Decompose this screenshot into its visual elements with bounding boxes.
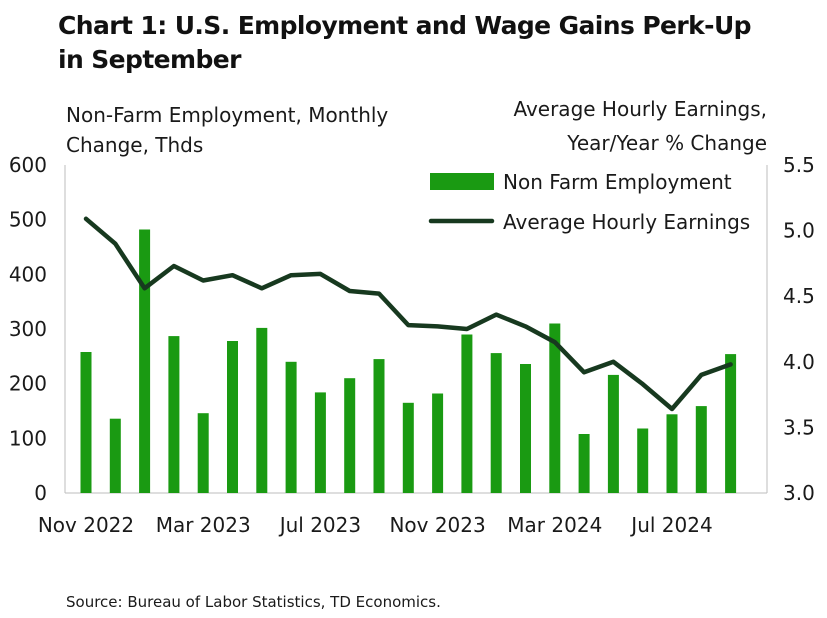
legend: Non Farm Employment Average Hourly Earni… bbox=[428, 170, 750, 234]
bar-oct-2023 bbox=[402, 402, 414, 493]
bar-feb-2024 bbox=[520, 364, 531, 493]
x-tick-label: Mar 2024 bbox=[507, 513, 602, 537]
legend-label-earnings: Average Hourly Earnings bbox=[503, 210, 750, 234]
right-tick-label: 3.5 bbox=[783, 415, 815, 439]
page-title: Chart 1: U.S. Employment and Wage Gains … bbox=[58, 11, 752, 74]
right-tick-label: 3.0 bbox=[783, 481, 815, 505]
left-tick-label: 0 bbox=[34, 481, 47, 505]
left-tick-label: 400 bbox=[9, 262, 47, 286]
left-tick-label: 100 bbox=[9, 426, 47, 450]
bar-jul-2024 bbox=[666, 414, 678, 493]
bar-apr-2024 bbox=[578, 434, 590, 493]
bar-dec-2022 bbox=[109, 418, 121, 493]
right-axis-title-line-1: Average Hourly Earnings, bbox=[513, 97, 767, 121]
earnings-line bbox=[83, 216, 733, 412]
bar-mar-2024 bbox=[549, 323, 561, 493]
bar-nov-2022 bbox=[80, 352, 92, 493]
left-tick-label: 200 bbox=[9, 372, 47, 396]
bar-dec-2023 bbox=[461, 334, 473, 493]
bar-sep-2024 bbox=[725, 354, 737, 493]
bar-may-2024 bbox=[607, 374, 619, 493]
left-tick-label: 300 bbox=[9, 317, 47, 341]
x-tick-label: Mar 2023 bbox=[156, 513, 251, 537]
left-tick-label: 600 bbox=[9, 153, 47, 177]
right-tick-label: 4.0 bbox=[783, 350, 815, 374]
bar-jan-2023 bbox=[139, 229, 151, 493]
x-axis-ticks: Nov 2022 Mar 2023 Jul 2023 Nov 2023 Mar 2024… bbox=[38, 513, 713, 537]
left-axis-title-line-2: Change, Thds bbox=[66, 133, 203, 157]
bar-apr-2023 bbox=[227, 341, 238, 493]
x-tick-label: Jul 2024 bbox=[629, 513, 712, 537]
source-note: Source: Bureau of Labor Statistics, TD E… bbox=[66, 593, 441, 611]
right-tick-label: 4.5 bbox=[783, 284, 815, 308]
bar-jan-2024 bbox=[490, 353, 502, 493]
right-tick-label: 5.0 bbox=[783, 219, 815, 243]
bar-jul-2023 bbox=[314, 392, 326, 493]
bar-jun-2023 bbox=[285, 361, 297, 493]
bar-mar-2023 bbox=[197, 413, 209, 493]
bar-nov-2023 bbox=[432, 393, 444, 493]
x-tick-label: Nov 2023 bbox=[389, 513, 485, 537]
right-axis-ticks: 5.5 5.0 4.5 4.0 3.5 3.0 bbox=[783, 153, 815, 505]
bar-sep-2023 bbox=[373, 359, 385, 493]
x-tick-label: Jul 2023 bbox=[278, 513, 361, 537]
left-axis-title-line-1: Non-Farm Employment, Monthly bbox=[66, 103, 388, 127]
right-tick-label: 5.5 bbox=[783, 153, 815, 177]
bar-may-2023 bbox=[256, 327, 268, 493]
bar-feb-2023 bbox=[168, 336, 180, 493]
legend-bar-swatch bbox=[430, 173, 494, 190]
right-axis-title-line-2: Year/Year % Change bbox=[566, 131, 767, 155]
bar-aug-2024 bbox=[695, 406, 707, 493]
left-axis-ticks: 600 500 400 300 200 100 0 bbox=[9, 153, 47, 505]
x-tick-label: Nov 2022 bbox=[38, 513, 134, 537]
bar-jun-2024 bbox=[637, 428, 649, 493]
legend-label-employment: Non Farm Employment bbox=[503, 170, 732, 194]
left-tick-label: 500 bbox=[9, 208, 47, 232]
bar-series bbox=[80, 229, 737, 493]
bar-aug-2023 bbox=[344, 378, 356, 493]
